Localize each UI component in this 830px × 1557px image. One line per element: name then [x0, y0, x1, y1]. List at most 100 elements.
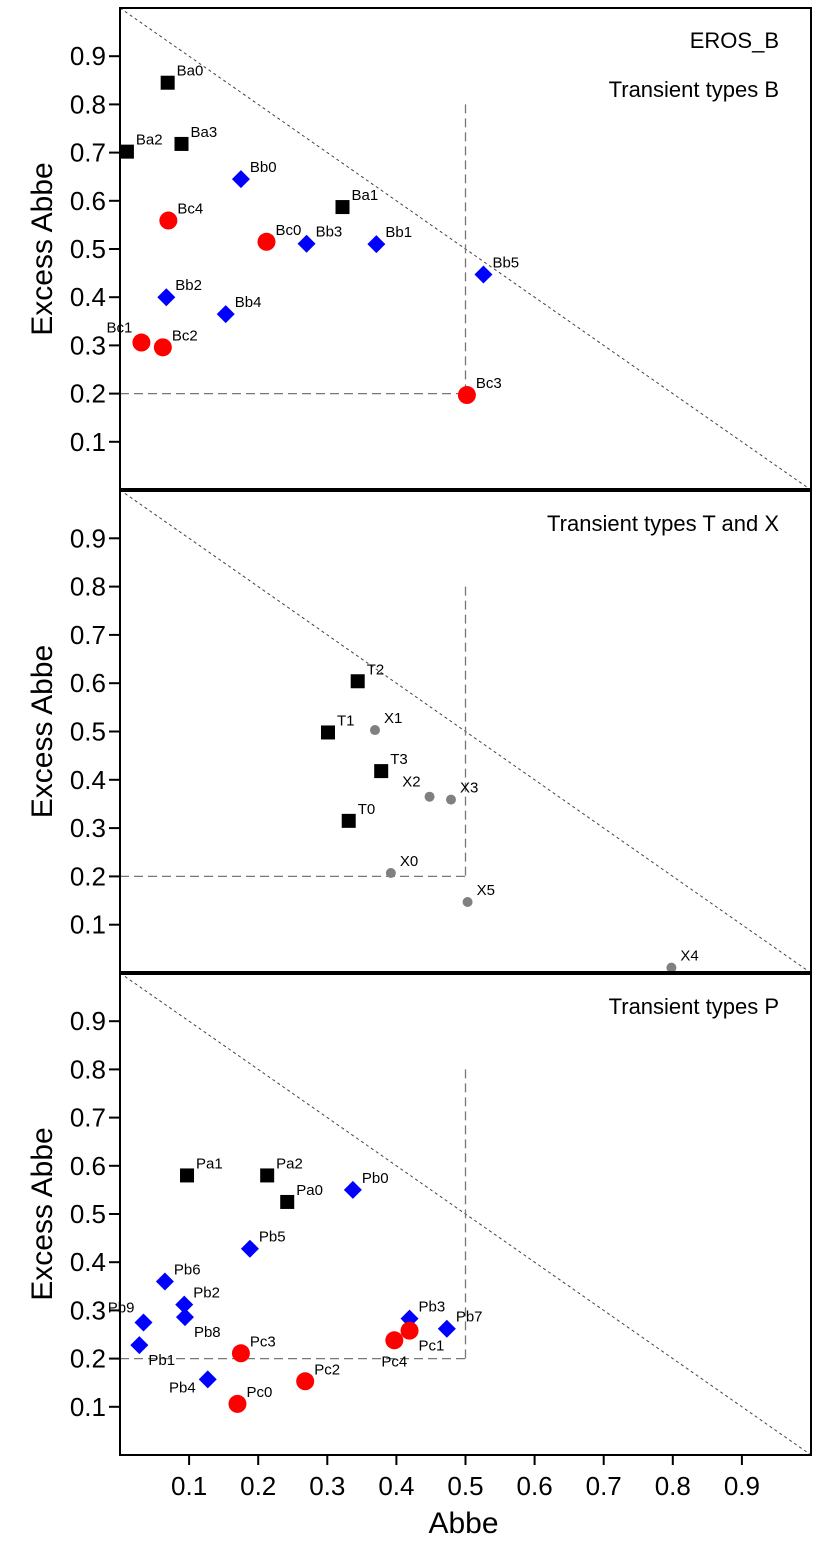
point-ba2 [119, 144, 134, 159]
point-label-pb7: Pb7 [456, 1309, 483, 1326]
point-label-pc3: Pc3 [250, 1333, 276, 1350]
point-pb6 [155, 1272, 174, 1291]
point-label-x4: X4 [680, 948, 698, 965]
point-ba3 [174, 136, 189, 151]
point-bb3 [297, 234, 316, 253]
point-bb4 [216, 305, 235, 324]
point-pb4 [198, 1370, 217, 1389]
x-tick-label: 0.6 [517, 1471, 553, 1501]
point-label-bc0: Bc0 [275, 222, 301, 239]
point-label-pb3: Pb3 [419, 1299, 446, 1316]
point-label-bb0: Bb0 [250, 159, 277, 176]
x-tick-label: 0.8 [655, 1471, 691, 1501]
y-axis-title: Excess Abbe [26, 1127, 59, 1300]
y-tick-label: 0.7 [70, 620, 106, 650]
y-tick-label: 0.5 [70, 234, 106, 264]
point-label-pb0: Pb0 [362, 1170, 389, 1187]
point-bb2 [157, 288, 176, 307]
point-pc4 [385, 1331, 404, 1350]
y-tick-label: 0.9 [70, 523, 106, 553]
panel-title: Transient types T and X [547, 511, 779, 536]
point-x0 [385, 868, 396, 879]
y-axis-title: Excess Abbe [26, 162, 59, 335]
y-tick-label: 0.9 [70, 1006, 106, 1036]
point-label-pb4: Pb4 [169, 1379, 196, 1396]
point-bb5 [474, 265, 493, 284]
point-label-t1: T1 [337, 712, 355, 729]
point-label-pa2: Pa2 [276, 1155, 303, 1172]
point-label-pc4: Pc4 [381, 1353, 407, 1370]
point-pb2 [175, 1295, 194, 1314]
point-label-pc1: Pc1 [419, 1338, 445, 1355]
point-ba1 [335, 200, 350, 215]
point-label-pa0: Pa0 [296, 1182, 323, 1199]
point-label-ba1: Ba1 [352, 187, 379, 204]
point-pa0 [280, 1194, 295, 1209]
x-tick-label: 0.1 [171, 1471, 207, 1501]
x-axis-title: Abbe [428, 1507, 498, 1540]
point-label-pb9: Pb9 [108, 1299, 135, 1316]
point-bc3 [457, 386, 476, 405]
point-label-x1: X1 [384, 710, 402, 727]
x-tick-label: 0.4 [378, 1471, 414, 1501]
point-label-bb1: Bb1 [385, 224, 412, 241]
point-x4 [666, 962, 677, 973]
x-tick-label: 0.5 [447, 1471, 483, 1501]
point-label-t0: T0 [358, 801, 376, 818]
y-tick-label: 0.2 [70, 379, 106, 409]
y-tick-label: 0.1 [70, 910, 106, 940]
panel-title: Transient types B [609, 77, 779, 102]
point-bc0 [257, 232, 276, 251]
point-pb9 [134, 1313, 153, 1332]
point-pb5 [240, 1239, 259, 1258]
point-x3 [445, 794, 456, 805]
x-tick-label: 0.7 [586, 1471, 622, 1501]
y-tick-label: 0.4 [70, 765, 106, 795]
y-tick-label: 0.3 [70, 330, 106, 360]
y-tick-label: 0.7 [70, 1103, 106, 1133]
point-label-bc4: Bc4 [177, 201, 203, 218]
y-tick-label: 0.5 [70, 717, 106, 747]
point-t3 [374, 764, 389, 779]
point-label-pc2: Pc2 [314, 1361, 340, 1378]
point-bb0 [231, 170, 250, 189]
point-pb1 [130, 1336, 149, 1355]
x-tick-label: 0.9 [724, 1471, 760, 1501]
point-pc3 [231, 1344, 250, 1363]
point-label-bc2: Bc2 [172, 327, 198, 344]
point-label-pb2: Pb2 [193, 1285, 220, 1302]
point-label-x0: X0 [400, 853, 418, 870]
point-label-pc0: Pc0 [246, 1384, 272, 1401]
point-t0 [341, 813, 356, 828]
point-label-bb4: Bb4 [235, 294, 262, 311]
point-ba0 [160, 75, 175, 90]
point-label-x2: X2 [402, 774, 420, 791]
point-label-pb5: Pb5 [259, 1229, 286, 1246]
point-label-bc3: Bc3 [476, 375, 502, 392]
y-tick-label: 0.1 [70, 1392, 106, 1422]
point-bb1 [367, 235, 386, 254]
point-x1 [369, 725, 380, 736]
point-bc4 [159, 211, 178, 230]
y-tick-label: 0.4 [70, 1247, 106, 1277]
point-label-bb2: Bb2 [175, 277, 202, 294]
point-label-pb1: Pb1 [148, 1352, 175, 1369]
y-tick-label: 0.8 [70, 1054, 106, 1084]
point-pc0 [228, 1394, 247, 1413]
point-label-pb6: Pb6 [174, 1261, 201, 1278]
x-tick-label: 0.2 [240, 1471, 276, 1501]
point-t1 [320, 725, 335, 740]
point-x2 [424, 791, 435, 802]
point-t2 [350, 674, 365, 689]
point-label-ba2: Ba2 [136, 132, 163, 149]
y-tick-label: 0.6 [70, 1151, 106, 1181]
y-tick-label: 0.8 [70, 572, 106, 602]
point-label-bb5: Bb5 [492, 255, 519, 272]
y-axis-title: Excess Abbe [26, 645, 59, 818]
point-pb8 [175, 1308, 194, 1327]
point-bc1 [132, 333, 151, 352]
y-tick-label: 0.6 [70, 668, 106, 698]
point-label-t3: T3 [390, 751, 408, 768]
y-tick-label: 0.6 [70, 186, 106, 216]
